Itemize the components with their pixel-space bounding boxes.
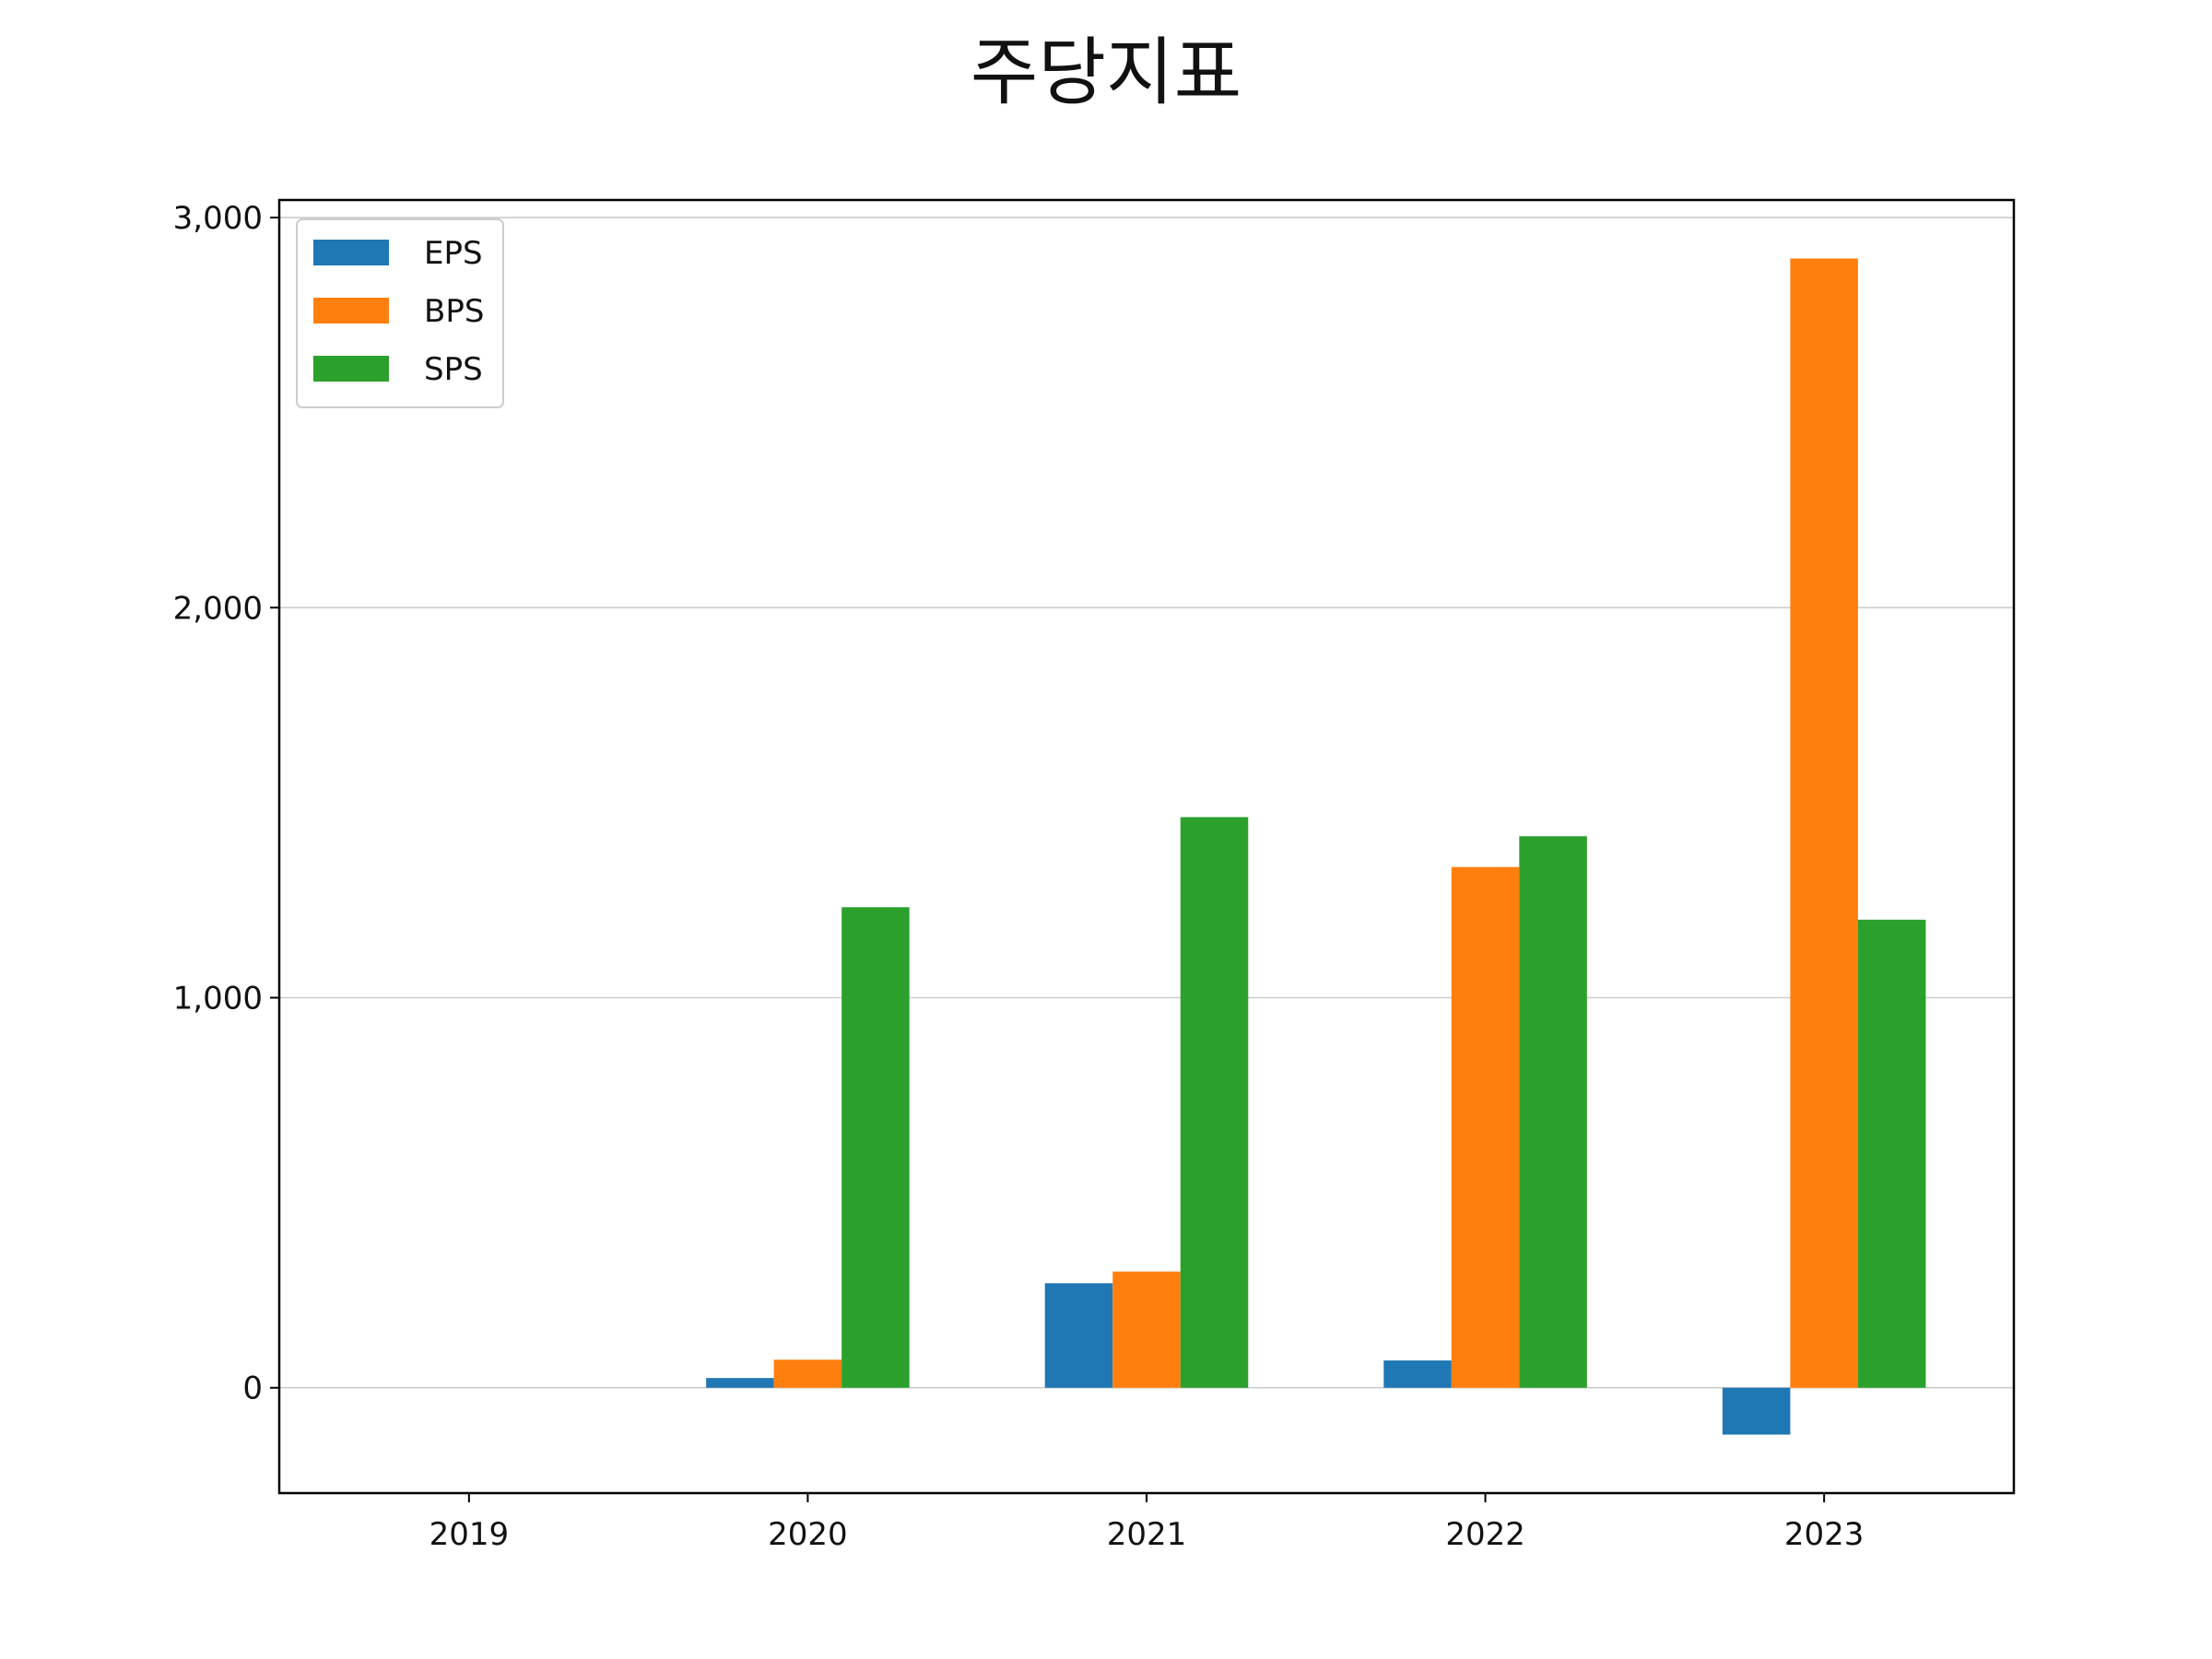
y-tick-label: 1,000	[173, 981, 263, 1018]
bar-sps-2021	[1180, 817, 1249, 1388]
bar-sps-2020	[841, 907, 910, 1388]
bar-bps-2022	[1451, 866, 1520, 1388]
bars	[706, 258, 1926, 1435]
legend-label-sps: SPS	[424, 351, 483, 388]
x-tick-label: 2023	[1784, 1516, 1865, 1553]
y-tick-label: 3,000	[173, 200, 263, 237]
y-tick-label: 2,000	[173, 590, 263, 627]
legend-swatch-sps	[313, 356, 389, 382]
legend: EPS BPS SPS	[296, 218, 504, 408]
bar-bps-2021	[1112, 1271, 1181, 1388]
bar-eps-2023	[1722, 1387, 1791, 1435]
bar-sps-2022	[1519, 836, 1587, 1388]
x-tick-label: 2022	[1445, 1516, 1525, 1553]
axes: 0 1,000 2,000 3,000 2019 2020 2021 2022 2023	[173, 198, 2016, 1553]
bar-bps-2023	[1790, 258, 1858, 1388]
legend-swatch-eps	[313, 240, 389, 265]
bar-eps-2022	[1383, 1360, 1452, 1388]
gridlines	[279, 217, 2014, 1389]
legend-label-eps: EPS	[424, 235, 483, 272]
bar-eps-2021	[1044, 1283, 1113, 1388]
legend-label-bps: BPS	[424, 293, 484, 330]
y-tick-label: 0	[242, 1371, 263, 1407]
x-tick-label: 2019	[429, 1516, 510, 1553]
x-tick-label: 2020	[768, 1516, 848, 1553]
chart-title: 주당지표	[970, 29, 1242, 115]
bar-bps-2020	[773, 1359, 842, 1388]
bar-eps-2020	[706, 1378, 774, 1388]
legend-swatch-bps	[313, 298, 389, 324]
bar-sps-2023	[1857, 919, 1926, 1388]
x-tick-label: 2021	[1107, 1516, 1187, 1553]
